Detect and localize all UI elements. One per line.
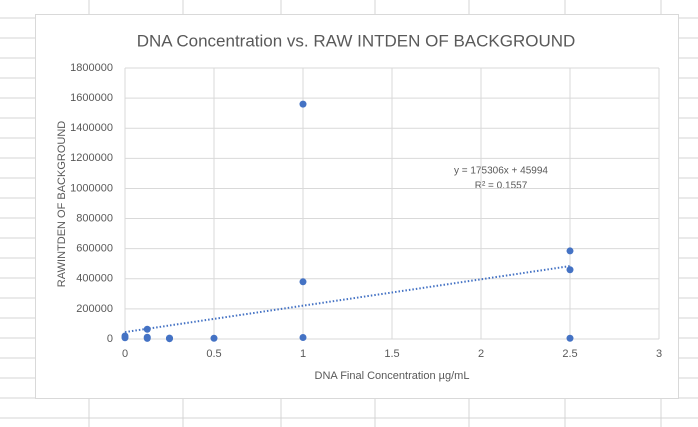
y-tick-label: 1800000 — [70, 62, 113, 74]
y-tick-label: 800000 — [76, 212, 113, 224]
data-point — [566, 247, 574, 255]
x-tick-label: 1.5 — [384, 348, 399, 360]
x-tick-label: 3 — [656, 348, 662, 360]
chart-title: DNA Concentration vs. RAW INTDEN OF BACK… — [137, 31, 576, 50]
x-tick-label: 1 — [300, 348, 306, 360]
data-point — [566, 266, 574, 274]
data-point — [210, 334, 218, 342]
y-tick-label: 0 — [107, 333, 113, 345]
y-tick-label: 1600000 — [70, 92, 113, 104]
y-tick-label: 200000 — [76, 303, 113, 315]
data-point — [143, 334, 151, 342]
data-point — [166, 335, 173, 343]
trendline-equation: y = 175306x + 45994 — [454, 166, 548, 177]
trendline — [124, 265, 571, 334]
x-axis-title: DNA Final Concentration µg/mL — [315, 370, 470, 382]
y-tick-label: 400000 — [76, 273, 113, 285]
y-axis-title: RAWINTDEN OF BACKGROUND — [56, 121, 68, 287]
data-point — [566, 334, 574, 342]
x-tick-label: 0.5 — [206, 348, 221, 360]
data-point — [299, 100, 307, 108]
data-point — [121, 334, 129, 342]
y-tick-label: 1400000 — [70, 122, 113, 134]
data-point — [299, 333, 307, 341]
x-tick-label: 2.5 — [562, 348, 577, 360]
chart-area — [35, 14, 679, 399]
x-tick-label: 0 — [122, 348, 128, 360]
y-tick-label: 1000000 — [70, 182, 113, 194]
r-squared: R² = 0.1557 — [475, 181, 528, 192]
data-point — [299, 278, 307, 286]
y-tick-label: 1200000 — [70, 152, 113, 164]
y-tick-label: 600000 — [76, 243, 113, 255]
x-tick-label: 2 — [478, 348, 484, 360]
